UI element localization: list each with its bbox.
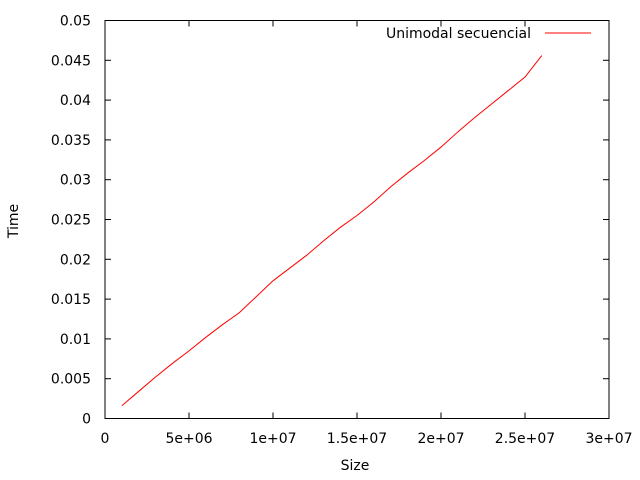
y-tick-label: 0.05 <box>60 14 91 30</box>
x-tick-label: 1.5e+07 <box>327 431 387 447</box>
y-tick-label: 0.005 <box>51 372 91 388</box>
y-tick-label: 0.015 <box>51 292 91 308</box>
y-axis-label: Time <box>6 204 22 239</box>
x-tick-label: 5e+06 <box>165 431 212 447</box>
y-tick-label: 0.025 <box>51 213 91 229</box>
x-tick-label: 3e+07 <box>585 431 632 447</box>
y-tick-label: 0.035 <box>51 133 91 149</box>
legend: Unimodal secuencial <box>386 26 591 42</box>
x-tick-label: 2.5e+07 <box>495 431 555 447</box>
y-tick-label: 0.045 <box>51 53 91 69</box>
legend-label: Unimodal secuencial <box>386 26 531 42</box>
series-line <box>121 55 543 407</box>
x-tick-label: 0 <box>101 431 110 447</box>
plot-frame <box>104 20 610 419</box>
x-axis-ticks: 0 5e+06 1e+07 1.5e+07 2e+07 2.5e+07 3e+07 <box>101 20 633 447</box>
x-tick-label: 1e+07 <box>249 431 296 447</box>
y-axis-ticks: 0 0.005 0.01 0.015 0.02 0.025 0.03 0.035 0.04 0.0… <box>51 14 609 428</box>
x-axis-label: Size <box>341 458 370 474</box>
y-tick-label: 0.01 <box>60 332 91 348</box>
y-tick-label: 0.03 <box>60 173 91 189</box>
y-tick-label: 0.04 <box>60 93 91 109</box>
y-tick-label: 0.02 <box>60 252 91 268</box>
x-tick-label: 2e+07 <box>417 431 464 447</box>
y-tick-label: 0 <box>82 412 91 428</box>
series-layer <box>121 55 543 407</box>
